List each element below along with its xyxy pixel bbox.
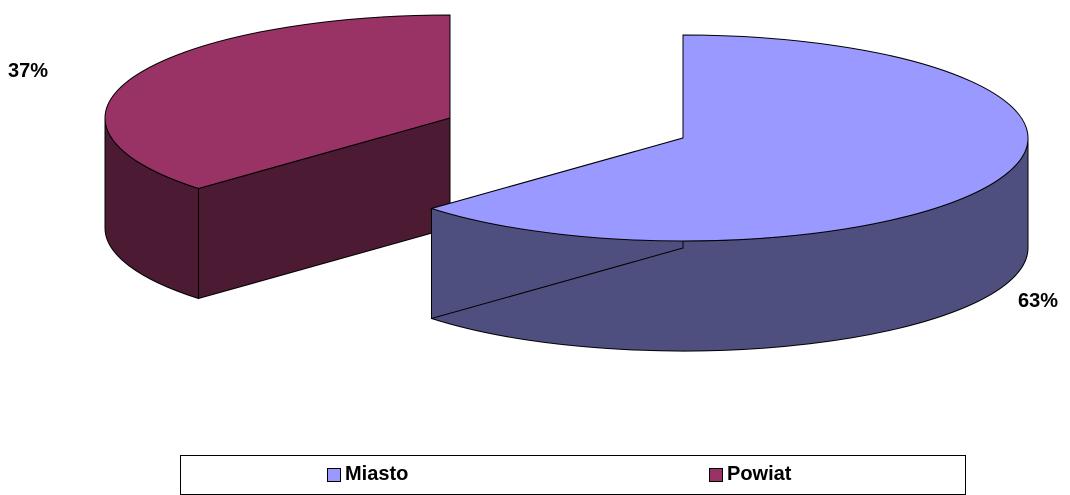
legend-swatch-powiat (709, 467, 723, 482)
legend-item-powiat: Powiat (709, 463, 791, 486)
slice-top-powiat (104, 14, 451, 190)
chart-legend: Miasto Powiat (180, 455, 966, 495)
legend-swatch-miasto (327, 467, 341, 482)
legend-item-miasto: Miasto (327, 463, 408, 486)
legend-label-miasto: Miasto (345, 463, 409, 485)
slice-top-miasto (429, 34, 1029, 242)
data-label-powiat: 37% (8, 60, 49, 82)
legend-label-powiat: Powiat (727, 463, 792, 485)
data-label-miasto: 63% (1018, 290, 1059, 312)
